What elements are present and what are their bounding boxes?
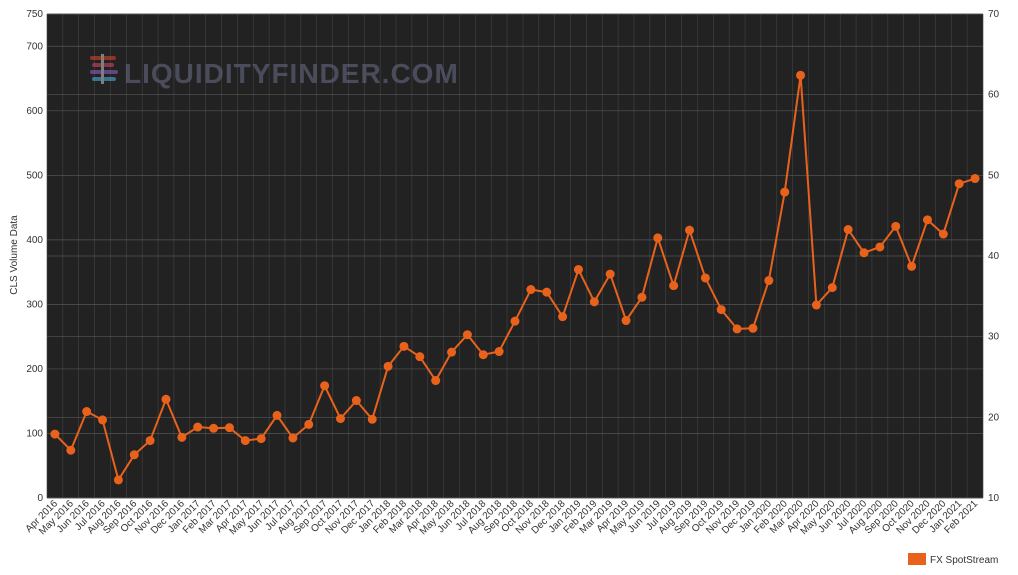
data-point[interactable] <box>415 352 425 362</box>
y-tick-label: 0 <box>37 493 43 504</box>
y2-tick-label: 60 <box>988 90 1000 101</box>
data-point[interactable] <box>510 316 520 326</box>
data-point[interactable] <box>82 407 92 417</box>
data-point[interactable] <box>907 261 917 271</box>
data-point[interactable] <box>811 300 821 310</box>
y-tick-label: 300 <box>26 299 43 310</box>
y2-tick-label: 70 <box>988 9 1000 20</box>
data-point[interactable] <box>780 187 790 197</box>
data-point[interactable] <box>669 281 679 291</box>
data-point[interactable] <box>304 419 314 429</box>
data-point[interactable] <box>478 350 488 360</box>
y-axis-title: CLS Volume Data <box>9 215 20 295</box>
y-tick-label: 700 <box>26 41 43 52</box>
data-point[interactable] <box>113 475 123 485</box>
data-point[interactable] <box>954 179 964 189</box>
data-point[interactable] <box>558 312 568 322</box>
series-layer <box>50 70 980 485</box>
data-point[interactable] <box>589 297 599 307</box>
data-point[interactable] <box>399 341 409 351</box>
data-point[interactable] <box>748 323 758 333</box>
y-tick-label: 600 <box>26 106 43 117</box>
data-point[interactable] <box>637 292 647 302</box>
data-point[interactable] <box>573 265 583 275</box>
y2-tick-label: 30 <box>988 332 1000 343</box>
data-point[interactable] <box>526 285 536 295</box>
data-point[interactable] <box>129 450 139 460</box>
legend[interactable]: FX SpotStream <box>908 553 998 566</box>
data-point[interactable] <box>288 433 298 443</box>
watermark: LIQUIDITYFINDER.COM <box>90 54 459 89</box>
data-point[interactable] <box>272 410 282 420</box>
data-point[interactable] <box>193 422 203 432</box>
data-point[interactable] <box>209 423 219 433</box>
data-point[interactable] <box>66 445 76 455</box>
data-point[interactable] <box>764 276 774 286</box>
data-point[interactable] <box>161 394 171 404</box>
data-point[interactable] <box>685 225 695 235</box>
data-point[interactable] <box>922 215 932 225</box>
data-point[interactable] <box>145 436 155 446</box>
data-point[interactable] <box>843 225 853 235</box>
left-y-axis-ticks: 0 100 200 300 400 500 600 700 750 <box>26 9 43 504</box>
y-tick-label: 400 <box>26 235 43 246</box>
data-point[interactable] <box>431 376 441 386</box>
liquidity-finder-logo-icon <box>90 54 118 84</box>
data-point[interactable] <box>716 305 726 315</box>
data-point[interactable] <box>875 242 885 252</box>
y-tick-label: 100 <box>26 428 43 439</box>
data-point[interactable] <box>700 273 710 283</box>
data-point[interactable] <box>621 316 631 326</box>
y2-tick-label: 50 <box>988 170 1000 181</box>
data-point[interactable] <box>177 432 187 442</box>
y-tick-label: 200 <box>26 364 43 375</box>
data-point[interactable] <box>447 347 457 357</box>
watermark-text: LIQUIDITYFINDER.COM <box>124 58 459 89</box>
legend-swatch <box>908 553 926 565</box>
y-tick-label: 750 <box>26 9 43 20</box>
data-point[interactable] <box>891 221 901 231</box>
y2-tick-label: 40 <box>988 251 1000 262</box>
data-point[interactable] <box>224 423 234 433</box>
data-point[interactable] <box>50 429 60 439</box>
data-point[interactable] <box>796 70 806 80</box>
data-point[interactable] <box>859 248 869 258</box>
data-point[interactable] <box>256 434 266 444</box>
data-point[interactable] <box>605 269 615 279</box>
gridlines <box>46 13 984 499</box>
y2-tick-label: 20 <box>988 412 1000 423</box>
data-point[interactable] <box>542 287 552 297</box>
data-point[interactable] <box>320 381 330 391</box>
series-points <box>50 70 980 485</box>
y-tick-label: 500 <box>26 170 43 181</box>
data-point[interactable] <box>383 361 393 371</box>
data-point[interactable] <box>98 415 108 425</box>
data-point[interactable] <box>827 283 837 293</box>
y2-tick-label: 10 <box>988 493 1000 504</box>
data-point[interactable] <box>938 229 948 239</box>
data-point[interactable] <box>351 396 361 406</box>
right-y-axis-ticks: 10 20 30 40 50 60 70 <box>988 9 1000 504</box>
data-point[interactable] <box>367 414 377 424</box>
data-point[interactable] <box>970 174 980 184</box>
data-point[interactable] <box>335 414 345 424</box>
data-point[interactable] <box>732 324 742 334</box>
data-point[interactable] <box>462 330 472 340</box>
data-point[interactable] <box>240 436 250 446</box>
data-point[interactable] <box>494 347 504 357</box>
data-point[interactable] <box>653 233 663 243</box>
legend-label: FX SpotStream <box>930 555 998 566</box>
